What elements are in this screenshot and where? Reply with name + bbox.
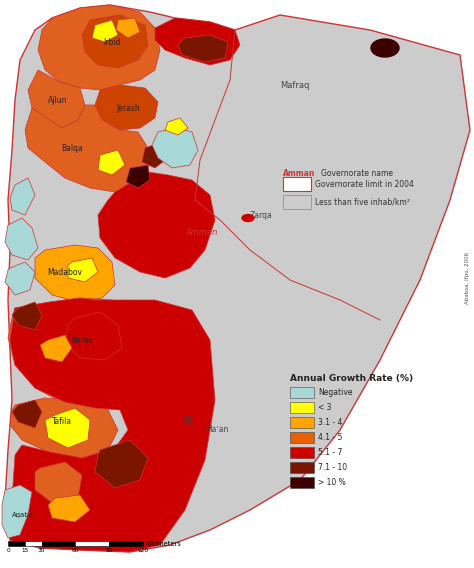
Text: 5.1 - 7: 5.1 - 7 — [318, 448, 342, 457]
Polygon shape — [28, 70, 85, 128]
Text: Tafila: Tafila — [52, 417, 72, 427]
Bar — [75, 541, 109, 546]
Polygon shape — [178, 35, 228, 62]
Bar — [42, 541, 75, 546]
Polygon shape — [65, 312, 122, 360]
Text: Madabov: Madabov — [47, 268, 82, 277]
Text: 0: 0 — [6, 548, 10, 553]
Polygon shape — [35, 245, 115, 302]
Text: Amman: Amman — [185, 228, 218, 236]
Circle shape — [184, 416, 192, 424]
Bar — [290, 417, 314, 428]
Polygon shape — [68, 258, 98, 282]
Text: Negative: Negative — [318, 388, 353, 397]
Polygon shape — [116, 18, 140, 38]
Text: Mafraq: Mafraq — [280, 81, 310, 90]
Text: Zarqa: Zarqa — [250, 211, 273, 219]
Bar — [283, 177, 311, 191]
Text: Aqaba: Aqaba — [12, 512, 34, 518]
Polygon shape — [142, 142, 168, 168]
Text: 4.1 - 5: 4.1 - 5 — [318, 433, 342, 442]
Text: Jerash: Jerash — [116, 103, 140, 112]
Polygon shape — [5, 5, 470, 552]
Text: 15: 15 — [21, 548, 28, 553]
Bar — [290, 462, 314, 473]
Polygon shape — [95, 85, 158, 130]
Text: 7.1 - 10: 7.1 - 10 — [318, 463, 347, 472]
Bar — [109, 541, 143, 546]
Bar — [290, 387, 314, 398]
Polygon shape — [126, 165, 150, 188]
Bar — [290, 447, 314, 458]
Bar — [8, 541, 25, 546]
Polygon shape — [82, 15, 148, 68]
Text: 60: 60 — [72, 548, 79, 553]
Text: Maʼan: Maʼan — [205, 425, 228, 435]
Text: Kilometers: Kilometers — [145, 541, 181, 546]
Polygon shape — [165, 118, 188, 135]
Text: Ababsa, Ifpo, 2006: Ababsa, Ifpo, 2006 — [465, 252, 471, 304]
Polygon shape — [8, 298, 158, 408]
Ellipse shape — [242, 215, 254, 222]
Polygon shape — [48, 495, 90, 522]
Text: < 3: < 3 — [318, 403, 331, 412]
Polygon shape — [10, 178, 35, 215]
Polygon shape — [2, 485, 32, 538]
Text: 120: 120 — [137, 548, 148, 553]
Text: Balqa: Balqa — [61, 144, 83, 152]
Text: Annual Growth Rate (%): Annual Growth Rate (%) — [290, 374, 413, 383]
Polygon shape — [98, 172, 215, 278]
Text: Amman: Amman — [283, 169, 315, 178]
Text: 90: 90 — [106, 548, 113, 553]
Text: Irbid: Irbid — [103, 37, 121, 47]
Polygon shape — [152, 128, 198, 168]
Polygon shape — [10, 398, 118, 458]
Polygon shape — [155, 18, 240, 65]
Polygon shape — [12, 302, 42, 330]
Text: Kerak: Kerak — [71, 336, 93, 345]
Text: > 10 %: > 10 % — [318, 478, 346, 487]
Polygon shape — [95, 440, 148, 488]
Text: 30: 30 — [38, 548, 46, 553]
Text: Ajlun: Ajlun — [48, 95, 68, 105]
Bar — [283, 195, 311, 209]
Bar — [290, 432, 314, 443]
Polygon shape — [92, 20, 118, 42]
Polygon shape — [5, 262, 35, 295]
Bar — [290, 402, 314, 413]
Bar — [290, 477, 314, 488]
Bar — [25, 541, 42, 546]
Text: 3.1 - 4: 3.1 - 4 — [318, 418, 342, 427]
Polygon shape — [25, 105, 148, 192]
Text: Less than five inhab/km²: Less than five inhab/km² — [315, 198, 410, 207]
Text: Governorate limit in 2004: Governorate limit in 2004 — [315, 179, 414, 189]
Text: Governorate name: Governorate name — [321, 169, 393, 178]
Ellipse shape — [371, 39, 399, 57]
Polygon shape — [12, 400, 42, 428]
Polygon shape — [5, 218, 38, 260]
Polygon shape — [10, 298, 215, 552]
Polygon shape — [35, 462, 82, 505]
Polygon shape — [40, 335, 72, 362]
Polygon shape — [38, 5, 160, 90]
Polygon shape — [45, 408, 90, 448]
Polygon shape — [98, 150, 125, 175]
